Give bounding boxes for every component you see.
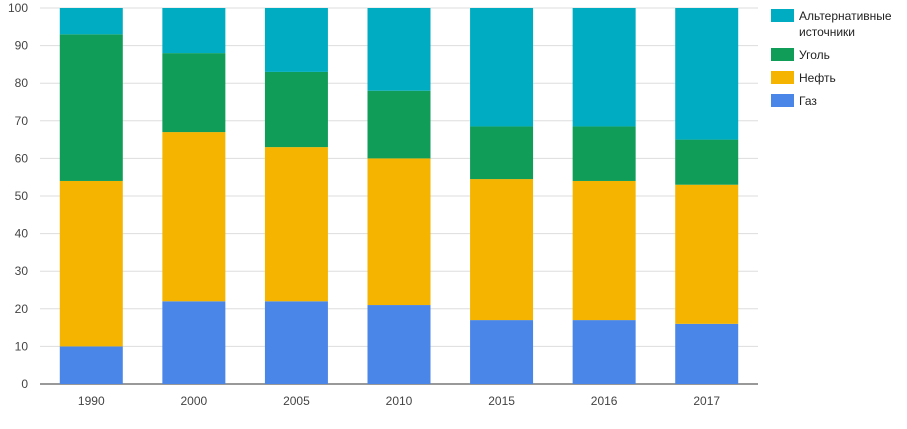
y-tick-label: 80	[15, 76, 29, 90]
bar-segment-0-2	[264, 301, 328, 384]
x-axis-ticks: 1990 2000 2005 2010 2015 2016 2017	[78, 394, 720, 408]
bar-segment-2-1	[162, 53, 226, 133]
bar-segment-1-0	[59, 180, 123, 347]
y-tick-label: 50	[15, 189, 29, 203]
bar-segment-1-1	[162, 132, 226, 302]
bar-segment-0-5	[572, 320, 636, 384]
legend-item: Альтернативные источники	[771, 9, 892, 39]
bar-segment-0-0	[59, 346, 123, 384]
bar-segment-2-0	[59, 34, 123, 181]
bar-segment-1-5	[572, 180, 636, 321]
bar-segment-2-5	[572, 126, 636, 181]
y-tick-label: 10	[15, 339, 29, 353]
x-tick-label: 2005	[283, 394, 310, 408]
bar-segment-0-1	[162, 301, 226, 384]
y-tick-label: 0	[21, 377, 28, 391]
legend-swatch	[771, 71, 794, 84]
bar-segment-3-6	[675, 8, 739, 140]
bar-segment-2-6	[675, 139, 739, 185]
legend-label: источники	[799, 25, 855, 39]
legend-swatch	[771, 94, 794, 107]
x-tick-label: 1990	[78, 394, 105, 408]
x-tick-label: 2015	[488, 394, 515, 408]
bar-segment-1-3	[367, 158, 431, 306]
bar-segment-0-4	[470, 320, 534, 384]
legend-item: Нефть	[771, 71, 836, 85]
y-tick-label: 100	[8, 1, 28, 15]
bar-segment-3-5	[572, 8, 636, 127]
legend-swatch	[771, 48, 794, 61]
bar-segment-3-1	[162, 8, 226, 54]
legend: Альтернативные источники Уголь Нефть Газ	[771, 9, 892, 108]
x-tick-label: 2016	[591, 394, 618, 408]
bar-segment-3-3	[367, 8, 431, 91]
y-axis-ticks: 0 10 20 30 40 50 60 70 80 90 100	[8, 1, 28, 391]
bar-segment-1-4	[470, 179, 534, 321]
legend-label: Нефть	[799, 71, 836, 85]
x-tick-label: 2010	[386, 394, 413, 408]
y-tick-label: 70	[15, 114, 29, 128]
bar-segment-3-0	[59, 8, 123, 35]
bar-segment-3-2	[264, 8, 328, 72]
y-tick-label: 90	[15, 39, 29, 53]
bar-segment-0-3	[367, 305, 431, 384]
legend-item: Уголь	[771, 48, 830, 62]
legend-item: Газ	[771, 94, 817, 108]
bar-segment-3-4	[470, 8, 534, 127]
x-tick-label: 2017	[693, 394, 720, 408]
bar-segment-2-3	[367, 90, 431, 159]
legend-label: Уголь	[799, 48, 830, 62]
y-tick-label: 40	[15, 227, 29, 241]
legend-label: Альтернативные	[799, 9, 892, 23]
y-tick-label: 30	[15, 264, 29, 278]
bar-segment-1-2	[264, 147, 328, 302]
y-tick-label: 60	[15, 151, 29, 165]
legend-label: Газ	[799, 94, 817, 108]
bar-segment-2-4	[470, 126, 534, 180]
legend-swatch	[771, 9, 794, 22]
x-tick-label: 2000	[181, 394, 208, 408]
bar-segment-1-6	[675, 184, 739, 324]
bar-stacks	[59, 8, 739, 384]
bar-segment-0-6	[675, 323, 739, 384]
y-tick-label: 20	[15, 302, 29, 316]
bar-segment-2-2	[264, 71, 328, 148]
